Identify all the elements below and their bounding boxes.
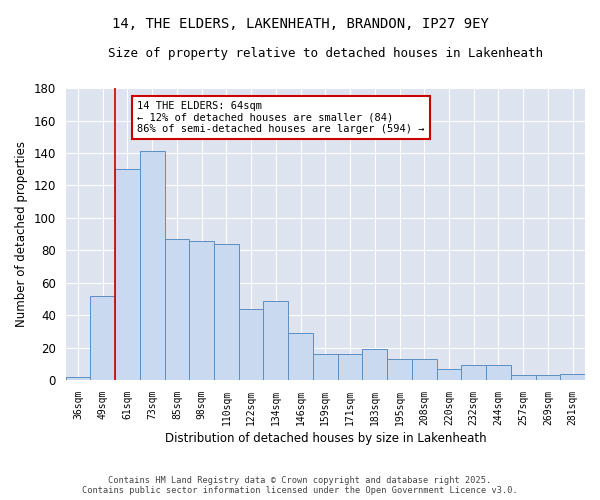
Bar xyxy=(164,239,190,380)
Bar xyxy=(313,354,338,380)
Text: 14, THE ELDERS, LAKENHEATH, BRANDON, IP27 9EY: 14, THE ELDERS, LAKENHEATH, BRANDON, IP2… xyxy=(112,18,488,32)
Bar xyxy=(239,308,263,380)
Bar xyxy=(461,366,486,380)
Bar xyxy=(65,377,91,380)
Bar xyxy=(536,375,560,380)
Y-axis label: Number of detached properties: Number of detached properties xyxy=(15,141,28,327)
Title: Size of property relative to detached houses in Lakenheath: Size of property relative to detached ho… xyxy=(108,48,543,60)
Bar xyxy=(140,152,164,380)
Bar xyxy=(486,366,511,380)
Text: Contains HM Land Registry data © Crown copyright and database right 2025.
Contai: Contains HM Land Registry data © Crown c… xyxy=(82,476,518,495)
Bar xyxy=(338,354,362,380)
Bar xyxy=(412,359,437,380)
Bar xyxy=(437,368,461,380)
Bar xyxy=(214,244,239,380)
Bar xyxy=(511,375,536,380)
Bar xyxy=(91,296,115,380)
X-axis label: Distribution of detached houses by size in Lakenheath: Distribution of detached houses by size … xyxy=(164,432,486,445)
Bar xyxy=(387,359,412,380)
Text: 14 THE ELDERS: 64sqm
← 12% of detached houses are smaller (84)
86% of semi-detac: 14 THE ELDERS: 64sqm ← 12% of detached h… xyxy=(137,101,425,134)
Bar xyxy=(190,240,214,380)
Bar xyxy=(362,350,387,380)
Bar xyxy=(560,374,585,380)
Bar xyxy=(263,300,288,380)
Bar xyxy=(288,333,313,380)
Bar xyxy=(115,169,140,380)
